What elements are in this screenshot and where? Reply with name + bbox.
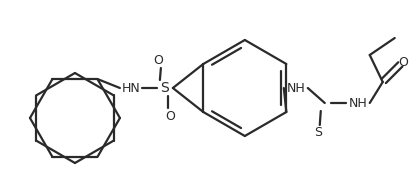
Text: O: O	[165, 110, 175, 122]
Text: S: S	[314, 127, 322, 139]
Text: O: O	[153, 53, 163, 66]
Text: O: O	[398, 56, 408, 68]
Text: NH: NH	[348, 97, 367, 110]
Text: S: S	[160, 81, 169, 95]
Text: HN: HN	[121, 82, 140, 95]
Text: NH: NH	[286, 82, 305, 95]
